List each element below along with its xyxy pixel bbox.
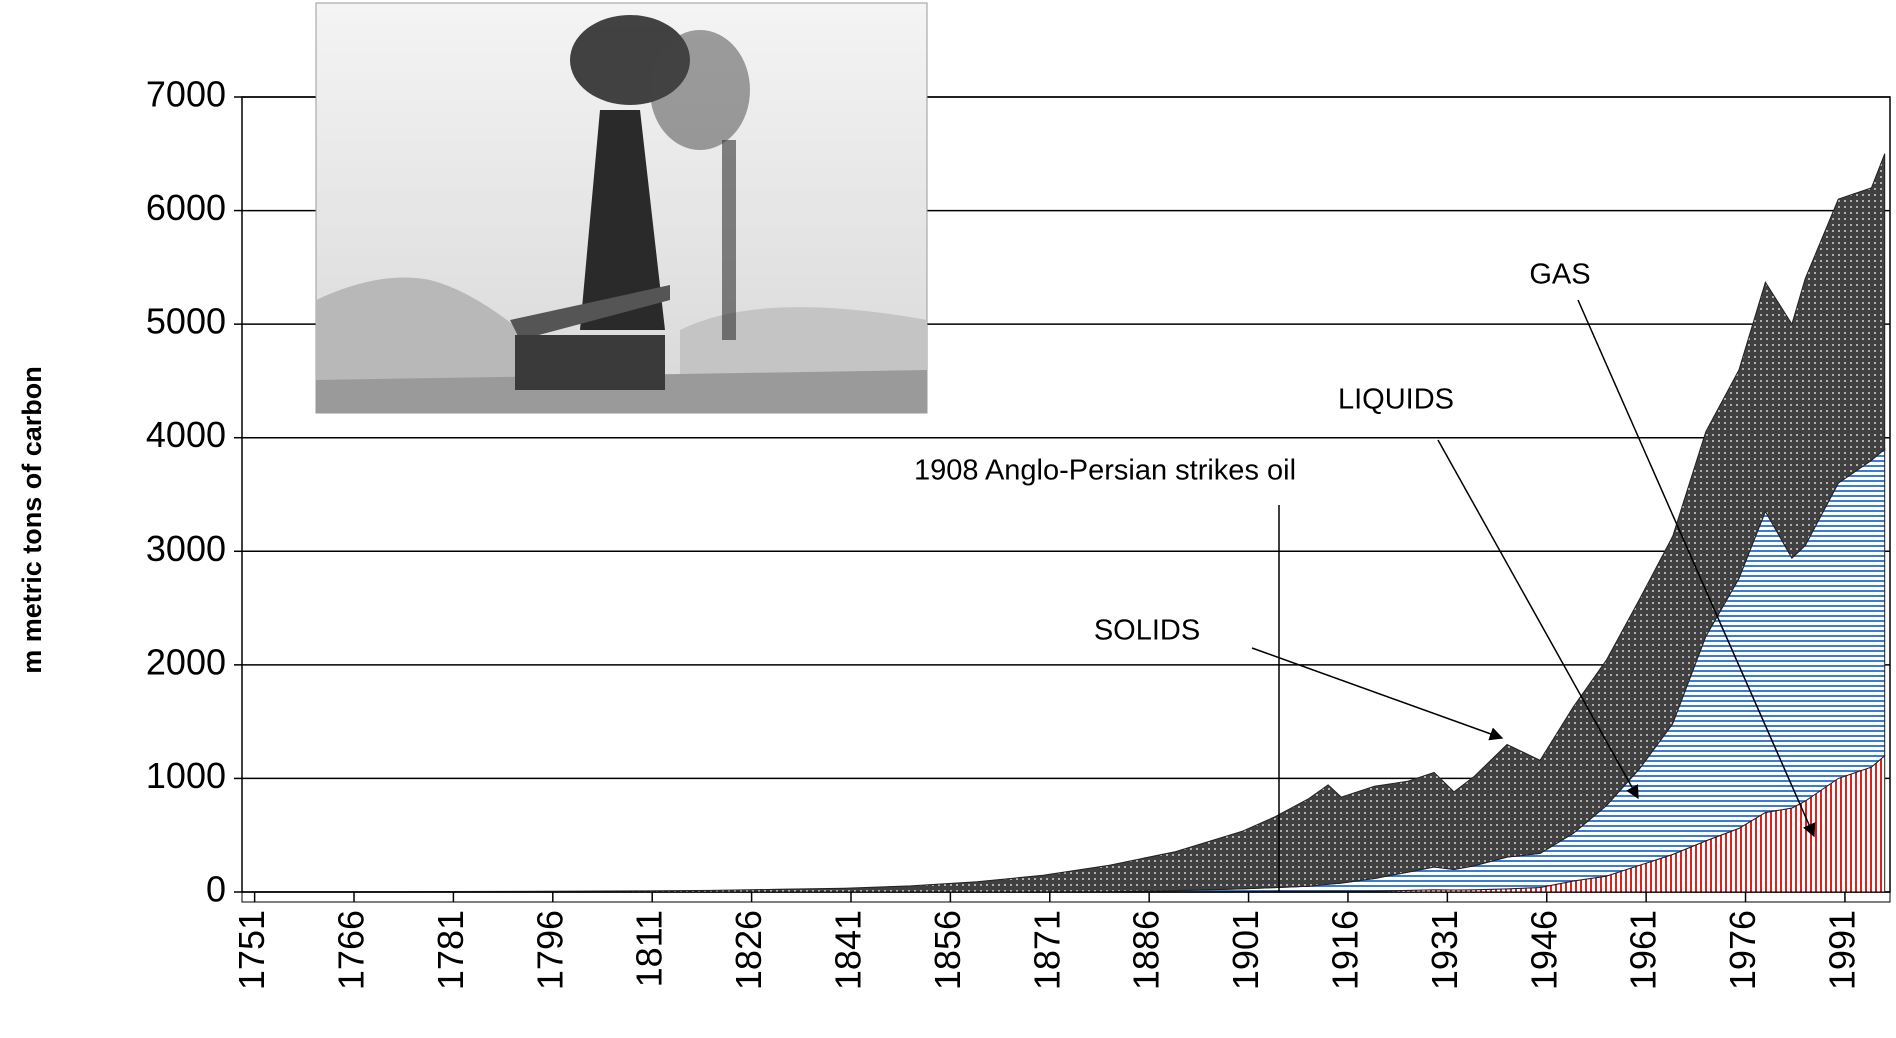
series-label: GAS bbox=[1529, 259, 1590, 291]
x-tick-label: 1826 bbox=[728, 910, 769, 990]
y-tick-label: 5000 bbox=[146, 301, 226, 342]
x-tick-label: 1796 bbox=[529, 910, 570, 990]
series-label-arrow bbox=[1577, 299, 1816, 838]
x-tick-label: 1811 bbox=[629, 910, 670, 987]
y-tick-label: 2000 bbox=[146, 641, 226, 682]
series-label: SOLIDS bbox=[1094, 615, 1200, 647]
x-tick-label: 1841 bbox=[828, 910, 869, 990]
x-tick-label: 1976 bbox=[1722, 910, 1763, 990]
y-tick-label: 7000 bbox=[146, 74, 226, 115]
x-tick-label: 1751 bbox=[231, 910, 272, 990]
x-tick-label: 1946 bbox=[1523, 910, 1564, 990]
y-axis-label: m metric tons of carbon bbox=[17, 366, 47, 674]
x-tick-label: 1766 bbox=[331, 910, 372, 990]
x-axis-minor-ticks bbox=[241, 891, 1891, 903]
x-tick-label: 1856 bbox=[927, 910, 968, 990]
x-tick-label: 1961 bbox=[1623, 910, 1664, 990]
x-tick-label: 1871 bbox=[1026, 910, 1067, 990]
annotation: 1908 Anglo-Persian strikes oil bbox=[914, 455, 1296, 487]
series-label-arrow bbox=[1437, 439, 1639, 800]
y-tick-label: 0 bbox=[206, 869, 226, 910]
series-label-arrow bbox=[1251, 647, 1504, 741]
x-tick-label: 1916 bbox=[1324, 910, 1365, 990]
y-tick-label: 4000 bbox=[146, 414, 226, 455]
x-tick-label: 1991 bbox=[1821, 910, 1862, 990]
x-tick-label: 1901 bbox=[1225, 910, 1266, 990]
series-label: LIQUIDS bbox=[1338, 384, 1454, 416]
y-tick-label: 6000 bbox=[146, 187, 226, 228]
photo bbox=[315, 2, 928, 414]
x-tick-label: 1931 bbox=[1424, 910, 1465, 990]
y-tick-label: 3000 bbox=[146, 528, 226, 569]
y-tick-label: 1000 bbox=[146, 755, 226, 796]
x-tick-label: 1886 bbox=[1126, 910, 1167, 990]
x-tick-label: 1781 bbox=[430, 910, 471, 990]
